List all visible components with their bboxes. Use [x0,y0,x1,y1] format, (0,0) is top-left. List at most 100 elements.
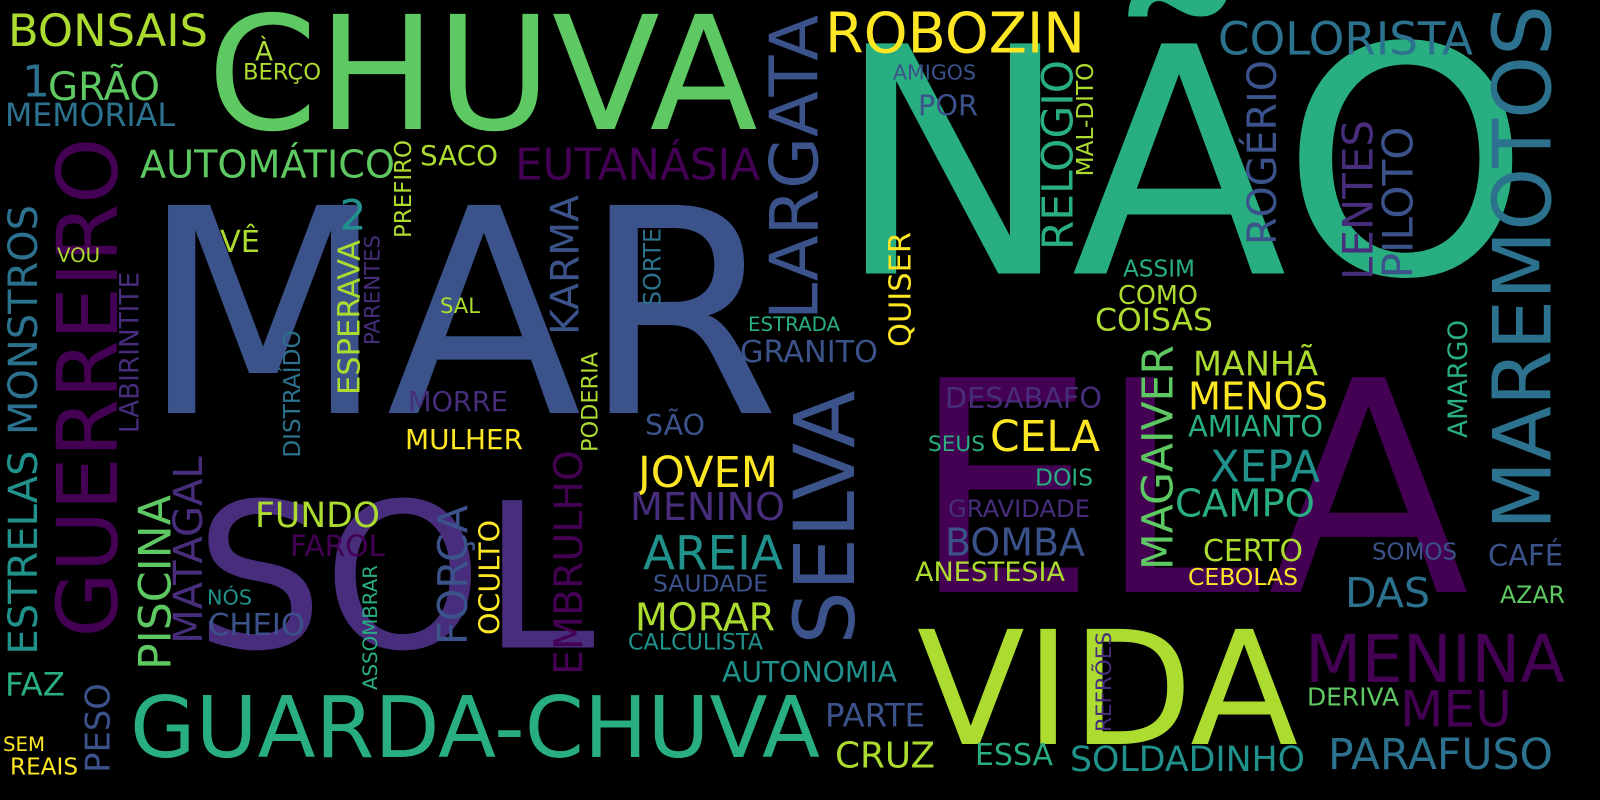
word-refroes-95: REFRÕES [1090,632,1117,732]
word-certo-72: CERTO [1203,534,1303,569]
word-saudade-96: SAUDADE [653,570,768,598]
word-anestesia-55: ANESTESIA [915,557,1066,588]
word-vou-81: VOU [57,244,100,267]
word-sem-100: SEM [3,733,45,756]
word-como-52: COMO [1118,281,1198,311]
word-farol-64: FAROL [290,528,385,563]
word-faz-74: FAZ [5,666,65,704]
word-campo-37: CAMPO [1175,482,1315,527]
word-menino-28: MENINO [630,485,785,529]
word-1-15: 1 [22,57,50,108]
word-karma-25: KARMA [544,195,589,335]
word-cebolas-73: CEBOLAS [1188,563,1298,591]
word-menina-12: MENINA [1305,622,1565,698]
word-cheio-63: CHEIO [208,608,305,643]
word-maremotos-7: MAREMOTOS [1477,5,1570,530]
word-rogerio-44: ROGÉRIO [1239,60,1286,245]
word-labirintite-80: LABIRINTITE [116,272,146,433]
word-cafe-68: CAFÉ [1488,539,1563,573]
word-autonomia-60: AUTONOMIA [722,656,898,689]
word-essa-62: ESSA [975,738,1054,773]
word-chuva-4: CHUVA [207,0,757,167]
word-assombrar-98: ASSOMBRAR [359,565,382,690]
word-berco-76: BERÇO [243,60,321,86]
word-granito-50: GRANITO [740,335,878,370]
word-xepa-36: XEPA [1210,443,1320,493]
word-reais-101: REAIS [10,755,78,781]
word-sol-3: SOL [195,460,595,696]
word-amigos-77: AMIGOS [893,61,976,85]
word-lentes-45: LENTES [1334,120,1383,280]
word-jovem-27: JOVEM [635,448,778,498]
word-mar-0: MAR [140,149,780,481]
word-ve-70: VÊ [220,224,260,260]
word-robozin-11: ROBOZIN [825,2,1085,67]
word-bomba-35: BOMBA [945,521,1085,565]
word-parafuso-38: PARAFUSO [1328,731,1553,780]
word-peso-65: PESO [79,683,118,772]
word-manha-33: MANHÃ [1193,345,1318,384]
word-das-42: DAS [1345,569,1430,617]
word-oculto-56: OCULTO [474,520,507,635]
word-somos-92: SOMOS [1372,540,1457,566]
word-embrulho-24: EMBRULHO [546,450,592,675]
word-amargo-67: AMARGO [1444,320,1474,438]
word-magaiver-34: MAGAIVER [1135,345,1184,570]
word-vida-5: VIDA [917,598,1298,782]
word-largata-10: LARGATA [756,15,834,320]
word-gravidade-91: GRAVIDADE [948,495,1090,523]
word-piloto-46: PILOTO [1374,127,1423,279]
word-amianto-66: AMIANTO [1188,410,1323,444]
word-por-71: POR [918,89,978,123]
word-guarda-chuva-6: GUARDA-CHUVA [130,678,820,777]
word-estrelas-20: ESTRELAS [1,450,47,654]
word-coisas-53: COISAS [1095,303,1213,339]
word-esperava-48: ESPERAVA [333,240,368,395]
word-a-75: À [255,36,273,68]
word-nos-99: NÓS [207,585,252,610]
word-mal-dito-78: MAL-DITO [1073,63,1099,177]
word-monstros-21: MONSTROS [1,205,47,435]
word-calculista-97: CALCULISTA [628,630,764,656]
word-morar-30: MORAR [635,596,775,640]
word-mulher-58: MULHER [405,423,523,456]
word-areia-29: AREIA [643,528,783,582]
word-morre-57: MORRE [408,387,508,418]
word-2-49: 2 [340,191,367,240]
word-forca-26: FORÇA [429,505,477,645]
word-azar-93: AZAR [1500,581,1565,609]
word-relogio-43: RELÓGIO [1033,60,1083,250]
word-dois-90: DOIS [1035,464,1093,492]
word-fundo-47: FUNDO [255,496,380,536]
word-cruz-40: CRUZ [835,736,935,777]
word-estrada-85: ESTRADA [748,313,840,336]
word-guerreiro-8: GUERREIRO [39,138,137,638]
word-parte-61: PARTE [825,697,925,735]
word-bonsais-14: BONSAIS [8,4,208,57]
word-nao-1: NÃO [835,0,1530,349]
word-deriva-94: DERIVA [1307,683,1399,712]
word-cela-31: CELA [990,413,1100,462]
word-sal-83: SAL [440,293,480,318]
word-menos-32: MENOS [1188,376,1328,420]
word-automatico-18: AUTOMÁTICO [140,141,395,188]
word-quiser-51: QUISER [884,232,919,347]
word-distraido-87: DISTRAÍDO [278,330,306,457]
word-soldadinho-39: SOLDADINHO [1070,740,1305,780]
word-seus-89: SEUS [928,432,985,457]
word-meu-41: MEU [1400,680,1512,739]
word-colorista-13: COLORISTA [1218,13,1473,66]
word-parentes-82: PARENTES [361,235,386,345]
word-sao-59: SÃO [645,409,705,442]
word-piscina-22: PISCINA [131,495,182,670]
word-assim-88: ASSIM [1123,257,1195,283]
word-matagal-23: MATAGAL [166,456,212,644]
word-ela-2: ELA [911,318,1471,662]
word-selva-9: SELVA [776,390,874,644]
word-poderia-86: PODERIA [578,351,604,452]
word-memorial-17: MEMORIAL [5,98,175,134]
word-saco-69: SACO [420,139,498,172]
word-desabafo-54: DESABAFO [945,381,1102,415]
